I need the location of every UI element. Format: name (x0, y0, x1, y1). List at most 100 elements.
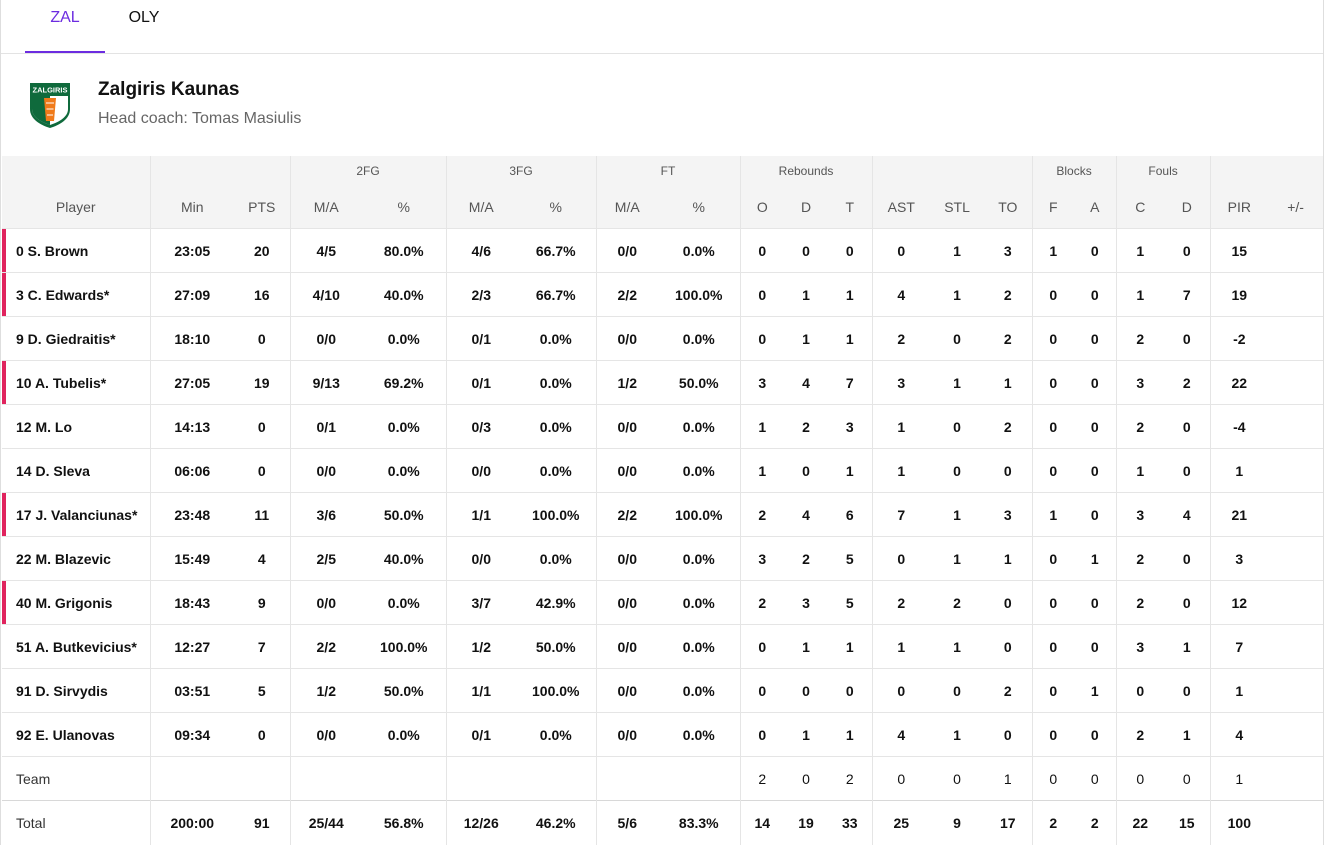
col-pts[interactable]: PTS (234, 186, 290, 229)
group-ft: FT (595, 156, 741, 186)
cell-ft-pct: 0.0% (658, 228, 741, 273)
cell-player-name[interactable]: 22 M. Blazevic (2, 536, 150, 581)
col-ft-pct[interactable]: % (658, 186, 741, 229)
column-header-row: Player Min PTS M/A % M/A % M/A % O D T A… (2, 186, 1324, 229)
cell-reb-o: 0 (739, 624, 785, 669)
team-row: Team 2 0 2 0 0 1 0 0 0 0 1 (2, 756, 1324, 801)
cell-player-name[interactable]: 17 J. Valanciunas* (2, 492, 150, 537)
cell-foul-d: 0 (1164, 668, 1211, 713)
cell-foul-d: 0 (1164, 404, 1211, 449)
cell-player-name[interactable]: 0 S. Brown (2, 228, 150, 273)
cell-3fg-ma: 1/1 (445, 492, 516, 537)
cell-reb-o: 0 (739, 668, 785, 713)
cell-ast: 2 (871, 316, 931, 361)
col-reb-o[interactable]: O (739, 186, 785, 229)
cell-blk-f: 0 (1031, 668, 1075, 713)
col-to[interactable]: TO (984, 186, 1033, 229)
cell-player-name[interactable]: 9 D. Giedraitis* (2, 316, 150, 361)
cell-reb-t: 0 (828, 668, 873, 713)
col-foul-c[interactable]: C (1115, 186, 1165, 229)
col-3fg-pct[interactable]: % (516, 186, 596, 229)
cell-min: 14:13 (149, 404, 234, 449)
cell-blk-f: 0 (1031, 404, 1075, 449)
cell-3fg-pct: 0.0% (516, 448, 596, 493)
col-player[interactable]: Player (2, 186, 150, 229)
cell-reb-t: 6 (828, 492, 873, 537)
cell-ft-ma: 0/0 (595, 404, 658, 449)
col-ast[interactable]: AST (871, 186, 931, 229)
cell-player-name[interactable]: 3 C. Edwards* (2, 272, 150, 317)
cell-player-name[interactable]: 92 E. Ulanovas (2, 712, 150, 757)
col-plus-minus[interactable]: +/- (1268, 186, 1324, 229)
col-ft-ma[interactable]: M/A (595, 186, 658, 229)
cell-blk-f: 0 (1031, 360, 1075, 405)
cell-3fg-pct: 42.9% (516, 580, 596, 625)
cell-3fg-ma: 0/1 (445, 712, 516, 757)
cell-pir: 3 (1209, 536, 1269, 581)
cell-reb-d: 19 (784, 800, 829, 845)
cell-2fg-ma: 3/6 (289, 492, 362, 537)
cell-3fg-ma: 0/1 (445, 316, 516, 361)
col-blk-f[interactable]: F (1031, 186, 1075, 229)
group-fouls: Fouls (1115, 156, 1211, 186)
cell-foul-d: 0 (1164, 448, 1211, 493)
cell-pir: 19 (1209, 272, 1269, 317)
cell-reb-o: 0 (739, 272, 785, 317)
cell-reb-t: 1 (828, 624, 873, 669)
cell-reb-d: 4 (784, 492, 829, 537)
col-pir[interactable]: PIR (1209, 186, 1269, 229)
col-reb-d[interactable]: D (784, 186, 829, 229)
col-min[interactable]: Min (149, 186, 234, 229)
cell-blk-a: 0 (1074, 756, 1117, 801)
total-row: Total 200:00 91 25/44 56.8% 12/26 46.2% 5/6 83.3… (2, 800, 1324, 845)
cell-reb-d: 4 (784, 360, 829, 405)
cell-player-name[interactable]: 10 A. Tubelis* (2, 360, 150, 405)
cell-pir: 22 (1209, 360, 1269, 405)
cell-player-name[interactable]: 51 A. Butkevicius* (2, 624, 150, 669)
cell-ft-pct: 0.0% (658, 404, 741, 449)
cell-reb-o: 3 (739, 536, 785, 581)
cell-plus-minus (1268, 360, 1324, 405)
col-blk-a[interactable]: A (1074, 186, 1117, 229)
cell-blk-f: 0 (1031, 580, 1075, 625)
cell-reb-o: 2 (739, 492, 785, 537)
cell-plus-minus (1268, 580, 1324, 625)
cell-foul-d: 7 (1164, 272, 1211, 317)
table-row: 3 C. Edwards* 27:09 16 4/10 40.0% 2/3 66.7% 2/2… (2, 272, 1324, 317)
cell-plus-minus (1268, 404, 1324, 449)
cell-3fg-ma: 2/3 (445, 272, 516, 317)
cell-player-name[interactable]: 91 D. Sirvydis (2, 668, 150, 713)
cell-2fg-pct: 56.8% (362, 800, 446, 845)
col-stl[interactable]: STL (930, 186, 985, 229)
col-3fg-ma[interactable]: M/A (445, 186, 516, 229)
cell-player-name[interactable]: 14 D. Sleva (2, 448, 150, 493)
cell-ft-pct: 0.0% (658, 316, 741, 361)
col-2fg-ma[interactable]: M/A (289, 186, 362, 229)
cell-stl: 1 (930, 272, 985, 317)
cell-reb-t: 1 (828, 448, 873, 493)
cell-2fg-ma: 0/0 (289, 448, 362, 493)
col-foul-d[interactable]: D (1164, 186, 1211, 229)
col-reb-t[interactable]: T (828, 186, 873, 229)
cell-reb-d: 1 (784, 272, 829, 317)
cell-ast: 1 (871, 448, 931, 493)
cell-min (149, 756, 234, 801)
cell-min: 18:43 (149, 580, 234, 625)
cell-foul-c: 2 (1115, 536, 1165, 581)
table-row: 10 A. Tubelis* 27:05 19 9/13 69.2% 0/1 0.0% 1/2… (2, 360, 1324, 405)
cell-min: 27:05 (149, 360, 234, 405)
cell-stl: 0 (930, 668, 985, 713)
cell-blk-a: 0 (1074, 316, 1117, 361)
cell-to: 3 (984, 228, 1033, 273)
cell-blk-f: 2 (1031, 800, 1075, 845)
cell-reb-t: 0 (828, 228, 873, 273)
cell-player-name[interactable]: 40 M. Grigonis (2, 580, 150, 625)
cell-reb-o: 2 (739, 580, 785, 625)
cell-blk-f: 0 (1031, 624, 1075, 669)
cell-min: 18:10 (149, 316, 234, 361)
cell-pts: 20 (234, 228, 290, 273)
tab-zal[interactable]: ZAL (25, 0, 105, 53)
cell-player-name[interactable]: 12 M. Lo (2, 404, 150, 449)
tab-oly[interactable]: OLY (128, 9, 160, 26)
col-2fg-pct[interactable]: % (362, 186, 446, 229)
